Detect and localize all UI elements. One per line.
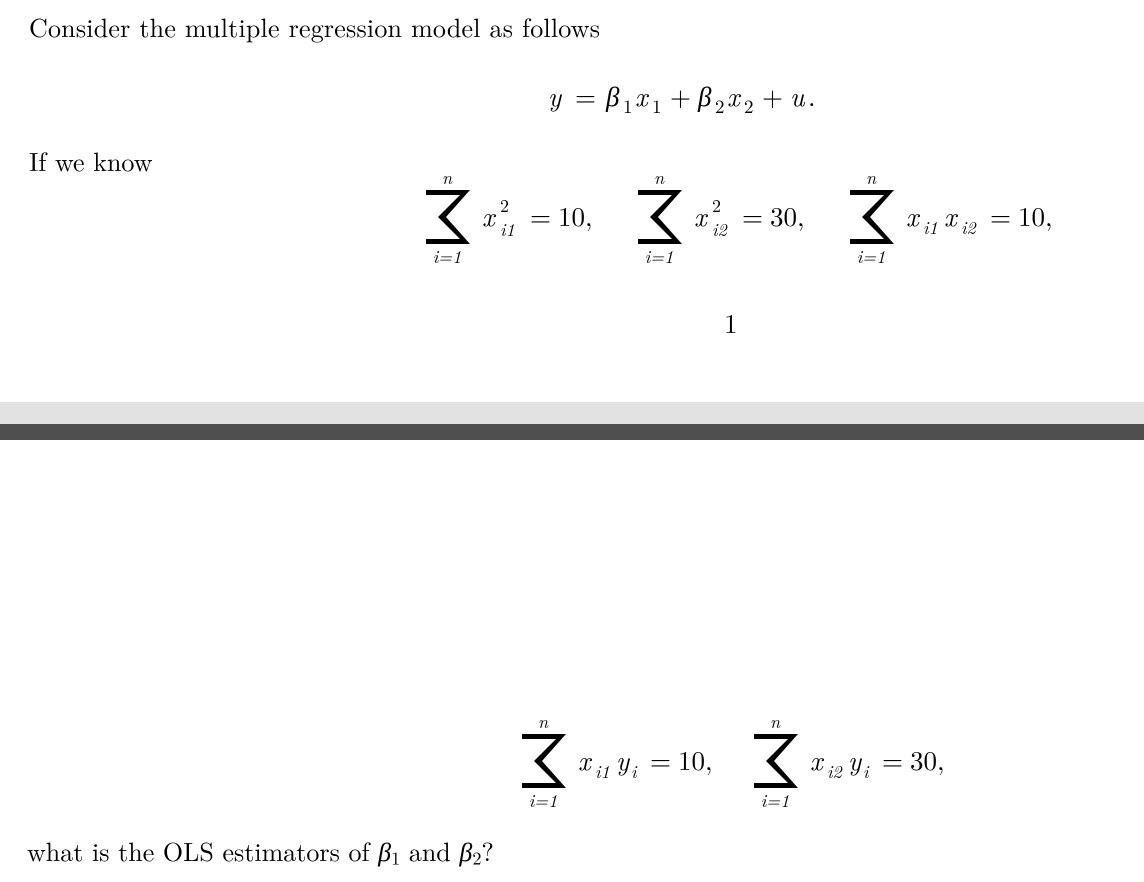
beta1-sym: β <box>378 832 391 869</box>
svg-text:+: + <box>670 76 691 114</box>
svg-text:i=1: i=1 <box>529 788 558 813</box>
svg-text:y: y <box>848 740 862 778</box>
svg-text:i2: i2 <box>961 215 977 240</box>
svg-text:30,: 30, <box>770 196 805 234</box>
svg-text:2: 2 <box>500 193 509 218</box>
svg-text:i=1: i=1 <box>761 788 790 813</box>
sums-row-2: n i=1 x i1 y i = 10, n i=1 x i2 y i = 30… <box>516 712 1036 822</box>
question-text: what is the OLS estimators of β1 and β2? <box>27 832 494 871</box>
svg-text:i=1: i=1 <box>433 244 462 269</box>
svg-text:n: n <box>654 168 665 190</box>
svg-text:x: x <box>944 196 958 234</box>
beta1-sub: 1 <box>391 845 400 871</box>
svg-text:β: β <box>605 76 620 114</box>
question-mark: ? <box>481 832 493 869</box>
svg-text:i1: i1 <box>595 759 610 784</box>
beta2-sym: β <box>459 832 472 869</box>
svg-text:10,: 10, <box>1018 196 1053 234</box>
svg-text:30,: 30, <box>910 740 945 778</box>
and-text: and <box>400 832 459 869</box>
svg-text:x: x <box>810 740 824 778</box>
svg-text:i2: i2 <box>712 217 728 242</box>
svg-text:i: i <box>863 759 870 784</box>
svg-text:n: n <box>866 168 877 190</box>
svg-text:2: 2 <box>712 193 721 218</box>
intro-text: Consider the multiple regression model a… <box>29 8 600 45</box>
svg-text:i1: i1 <box>923 215 938 240</box>
svg-text:x: x <box>694 196 708 234</box>
svg-text:x: x <box>906 196 920 234</box>
svg-text:10,: 10, <box>558 196 593 234</box>
svg-text:n: n <box>442 168 453 190</box>
svg-text:1: 1 <box>652 92 662 119</box>
svg-text:.: . <box>808 76 816 114</box>
page-number: 1 <box>724 303 738 341</box>
svg-text:i1: i1 <box>500 217 515 242</box>
question-prefix: what is the OLS estimators of <box>27 832 378 869</box>
svg-text:y: y <box>616 740 630 778</box>
svg-text:=: = <box>650 740 671 778</box>
svg-text:i=1: i=1 <box>857 244 886 269</box>
page-separator <box>0 402 1144 440</box>
if-we-know-text: If we know <box>29 142 152 179</box>
svg-text:x: x <box>578 740 592 778</box>
svg-text:10,: 10, <box>678 740 713 778</box>
svg-text:x: x <box>635 76 649 114</box>
svg-text:n: n <box>770 712 781 734</box>
svg-text:x: x <box>482 196 496 234</box>
model-equation: y = β 1 x 1 + β 2 x 2 + u . <box>548 74 988 124</box>
separator-light <box>0 402 1144 424</box>
svg-text:y: y <box>548 76 562 114</box>
svg-text:i2: i2 <box>827 759 843 784</box>
sums-row-1: n i=1 x 2 i1 = 10, n i=1 x 2 i2 = 30, <box>420 168 1140 278</box>
svg-text:2: 2 <box>715 92 725 119</box>
separator-dark <box>0 424 1144 440</box>
svg-text:=: = <box>990 196 1011 234</box>
svg-text:i=1: i=1 <box>645 244 674 269</box>
svg-text:x: x <box>727 76 741 114</box>
page-root: Consider the multiple regression model a… <box>0 0 1144 882</box>
svg-text:n: n <box>538 712 549 734</box>
svg-text:=: = <box>742 196 763 234</box>
svg-text:2: 2 <box>744 92 754 119</box>
svg-text:i: i <box>631 759 638 784</box>
svg-text:u: u <box>790 76 806 114</box>
svg-text:+: + <box>762 76 783 114</box>
svg-text:=: = <box>882 740 903 778</box>
svg-text:β: β <box>697 76 712 114</box>
svg-text:=: = <box>530 196 551 234</box>
svg-text:=: = <box>575 76 596 114</box>
svg-text:1: 1 <box>623 92 633 119</box>
